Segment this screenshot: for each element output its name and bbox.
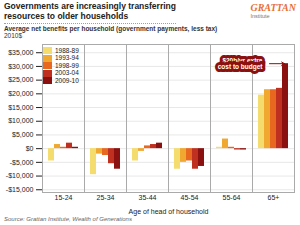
html-text:1993-94: 1993-94	[55, 54, 79, 62]
html-text:1998-99: 1998-99	[55, 61, 79, 69]
svg-text:$20,000: $20,000	[8, 90, 33, 97]
html-text:Source: Grattan Institute, Wea: Source: Grattan Institute, Wealth of Gen…	[4, 216, 132, 223]
svg-text:-$15,000: -$15,000	[6, 186, 34, 193]
html-text:1988-89: 1988-89	[55, 46, 79, 54]
svg-text:Age of head of household: Age of head of household	[129, 208, 209, 216]
svg-text:$25,000: $25,000	[8, 76, 33, 83]
svg-text:45-54: 45-54	[181, 195, 199, 202]
html-text:2003-04: 2003-04	[55, 69, 79, 77]
html-text:Average net benefits per house: Average net benefits per household (gove…	[4, 24, 218, 32]
svg-text:$35,000: $35,000	[8, 49, 33, 56]
html-text:2009-10: 2009-10	[55, 76, 79, 84]
svg-text:$0: $0	[26, 145, 34, 152]
svg-text:35-44: 35-44	[139, 195, 157, 202]
svg-text:-$10,000: -$10,000	[6, 172, 34, 179]
svg-text:$5,000: $5,000	[12, 131, 34, 138]
svg-text:55-64: 55-64	[223, 195, 241, 202]
html-text:GRATTAN: GRATTAN	[250, 2, 296, 13]
html-text:Governments are increasingly t: Governments are increasingly transferrin…	[4, 1, 176, 21]
svg-text:15-24: 15-24	[55, 195, 73, 202]
svg-text:65+: 65+	[268, 195, 280, 202]
svg-text:$30,000: $30,000	[8, 63, 33, 70]
svg-text:-$5,000: -$5,000	[10, 159, 34, 166]
svg-text:25-34: 25-34	[97, 195, 115, 202]
html-text:Institute: Institute	[250, 13, 270, 19]
svg-text:$20b/yr extracost to budget: $20b/yr extracost to budget	[218, 57, 264, 72]
html-text:2010$: 2010$	[4, 32, 23, 40]
svg-text:$10,000: $10,000	[8, 118, 33, 125]
svg-text:$15,000: $15,000	[8, 104, 33, 111]
